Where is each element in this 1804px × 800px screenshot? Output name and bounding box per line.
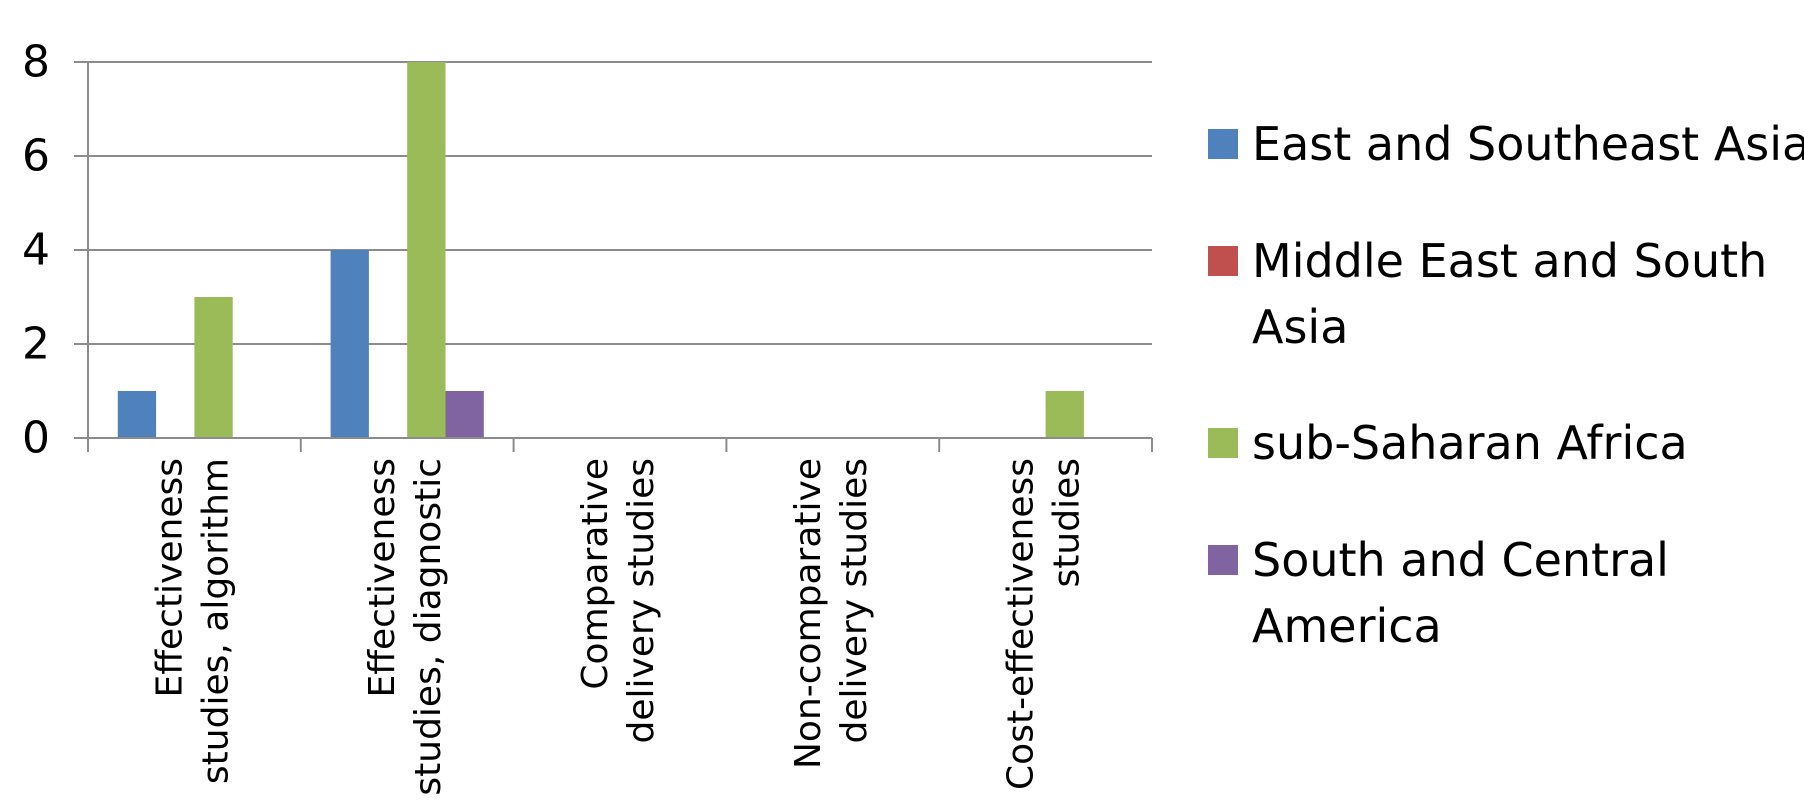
x-tick-label: Non-comparative (788, 458, 829, 769)
x-tick-label: delivery studies (621, 458, 662, 743)
y-tick-label: 0 (22, 413, 50, 464)
x-tick-label: Effectiveness (362, 458, 403, 698)
legend-label: Asia (1252, 300, 1348, 354)
bar (194, 297, 233, 438)
gridlines (88, 61, 1152, 345)
y-tick-label: 2 (22, 319, 50, 370)
legend-swatch (1208, 545, 1238, 575)
bar (117, 391, 157, 438)
legend-label: South and Central (1252, 533, 1669, 587)
x-tick-label: Cost-effectiveness (1001, 458, 1042, 790)
x-tick-label: delivery studies (834, 458, 875, 743)
x-tick-label: studies (1047, 458, 1088, 587)
legend-swatch (1208, 129, 1238, 159)
y-tick-label: 4 (22, 225, 50, 276)
bars (117, 62, 1084, 438)
x-axis (87, 437, 1153, 452)
x-tick-label: Effectiveness (149, 458, 190, 698)
x-axis-labels: Effectiveness studies, algorithm Effective… (149, 458, 1087, 796)
bar (407, 62, 446, 438)
legend-label: America (1252, 599, 1442, 653)
y-axis: 0 2 4 6 8 (22, 37, 89, 464)
legend-label: East and Southeast Asia (1252, 117, 1804, 171)
bar (1045, 391, 1084, 438)
legend-swatch (1208, 428, 1238, 458)
x-tick-label: studies, diagnostic (408, 458, 449, 796)
legend-swatch (1208, 246, 1238, 276)
bar (445, 391, 484, 438)
y-tick-label: 8 (22, 37, 50, 88)
legend-label: Middle East and South (1252, 234, 1767, 288)
legend: East and Southeast Asia Middle East and S… (1208, 117, 1804, 653)
y-tick-label: 6 (22, 131, 50, 182)
bar (330, 250, 369, 438)
x-tick-label: studies, algorithm (195, 458, 236, 784)
x-tick-label: Comparative (575, 458, 616, 690)
legend-label: sub-Saharan Africa (1252, 416, 1688, 470)
